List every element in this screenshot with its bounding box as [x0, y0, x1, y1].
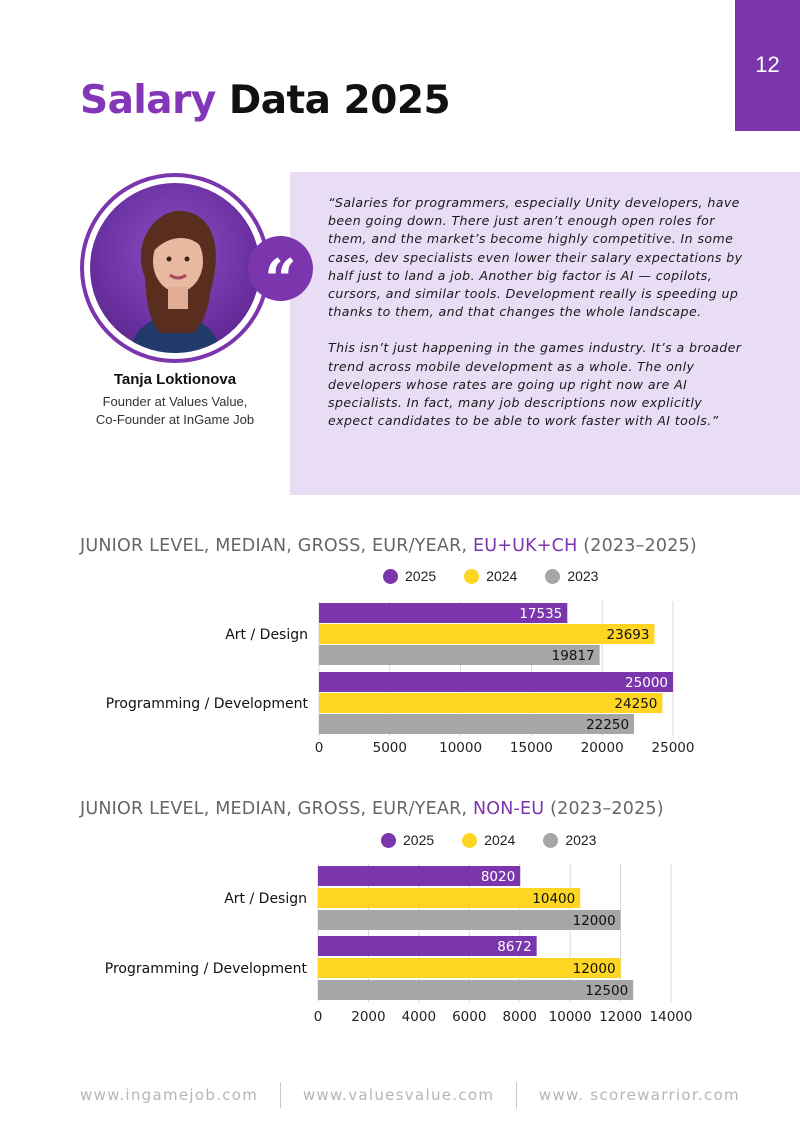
legend-dot-2025: [383, 568, 398, 584]
legend-item-2024: 2024: [464, 568, 517, 584]
x-tick-label: 25000: [652, 740, 695, 756]
legend-label-2025: 2025: [403, 832, 435, 848]
bar-2023: [318, 980, 634, 1000]
chart-1-title-region: EU+UK+CH: [472, 536, 578, 556]
x-tick-label: 15000: [510, 740, 553, 756]
legend-dot-2025: [381, 832, 396, 848]
chart-2-title-suffix: (2023–2025): [544, 799, 664, 819]
legend-dot-2024: [464, 568, 480, 584]
chart-2-title-region: NON-EU: [472, 799, 545, 819]
category-label: Programming / Development: [106, 696, 309, 712]
avatar: [90, 183, 260, 353]
legend-label-2024: 2024: [484, 832, 516, 848]
x-tick-label: 5000: [373, 740, 407, 756]
bar-2023: [318, 910, 621, 930]
legend-dot-2023: [543, 832, 559, 848]
bar-2025: [318, 866, 521, 886]
person-role-line-1: Founder at Values Value,: [102, 394, 248, 409]
x-tick-label: 0: [314, 1009, 323, 1025]
legend-item-2023: 2023: [543, 832, 596, 848]
quote-mark-icon: “: [248, 236, 313, 308]
x-tick-label: 6000: [452, 1009, 486, 1025]
data-label: 8020: [481, 869, 515, 885]
footer-link-valuesvalue[interactable]: www.valuesvalue.com: [302, 1086, 495, 1104]
legend-item-2025: 2025: [381, 832, 434, 848]
data-label: 12500: [585, 983, 628, 999]
quote-paragraph-1: “Salaries for programmers, especially Un…: [328, 195, 743, 320]
person-name: Tanja Loktionova: [113, 371, 237, 388]
footer-link-scorewarrior[interactable]: www. scorewarrior.com: [538, 1086, 740, 1104]
category-label: Art / Design: [225, 627, 308, 643]
x-tick-label: 10000: [549, 1009, 592, 1025]
data-label: 12000: [573, 961, 616, 977]
x-tick-label: 2000: [351, 1009, 385, 1025]
data-label: 25000: [625, 675, 668, 691]
title-accent: Salary: [80, 78, 216, 123]
footer-divider: [280, 1082, 282, 1108]
bar-2024: [318, 888, 581, 908]
data-label: 8672: [497, 939, 531, 955]
chart-2-title: JUNIOR LEVEL, MEDIAN, GROSS, EUR/YEAR, N…: [80, 799, 664, 819]
bar-2024: [318, 958, 621, 978]
data-label: 23693: [607, 627, 650, 643]
x-tick-label: 20000: [581, 740, 624, 756]
footer-divider: [516, 1082, 518, 1108]
title-rest: Data 2025: [215, 78, 451, 123]
bar-2025: [319, 672, 673, 692]
bar-2023: [319, 714, 635, 734]
legend-label-2025: 2025: [405, 568, 437, 584]
category-label: Programming / Development: [105, 961, 308, 977]
data-label: 17535: [519, 606, 562, 622]
quote-paragraph-2: This isn’t just happening in the games i…: [328, 340, 742, 429]
portrait-illustration: [130, 210, 220, 353]
chart-1-title-suffix: (2023–2025): [577, 536, 697, 556]
legend-item-2024: 2024: [462, 832, 515, 848]
data-label: 24250: [614, 696, 657, 712]
bar-2025: [318, 936, 537, 956]
x-tick-label: 12000: [599, 1009, 642, 1025]
legend-dot-2024: [462, 832, 478, 848]
x-tick-label: 4000: [402, 1009, 436, 1025]
page-number: 12: [735, 0, 800, 131]
footer-link-ingamejob[interactable]: www.ingamejob.com: [80, 1086, 259, 1104]
data-label: 22250: [586, 717, 629, 733]
chart-2-legend: 2025 2024 2023: [381, 832, 624, 848]
person-role: Founder at Values Value, Co-Founder at I…: [60, 393, 290, 429]
footer: www.ingamejob.com www.valuesvalue.com ww…: [80, 1082, 740, 1108]
chart-1-title-prefix: JUNIOR LEVEL, MEDIAN, GROSS, EUR/YEAR,: [80, 536, 473, 556]
legend-item-2023: 2023: [545, 568, 598, 584]
avatar-ring: [80, 173, 270, 363]
x-tick-label: 0: [315, 740, 324, 756]
legend-label-2023: 2023: [565, 832, 597, 848]
bar-2023: [319, 645, 600, 665]
data-label: 12000: [573, 913, 616, 929]
bar-2024: [319, 624, 655, 644]
person-role-line-2: Co-Founder at InGame Job: [95, 412, 255, 427]
quote-text: “Salaries for programmers, especially Un…: [328, 194, 748, 448]
x-tick-label: 14000: [650, 1009, 693, 1025]
category-label: Art / Design: [224, 891, 307, 907]
x-tick-label: 10000: [439, 740, 482, 756]
data-label: 19817: [552, 648, 595, 664]
chart-1-legend: 2025 2024 2023: [383, 568, 626, 584]
chart-2-title-prefix: JUNIOR LEVEL, MEDIAN, GROSS, EUR/YEAR,: [80, 799, 473, 819]
legend-dot-2023: [545, 568, 561, 584]
quote-box: [290, 172, 800, 495]
legend-label-2024: 2024: [486, 568, 518, 584]
bar-2024: [319, 693, 663, 713]
data-label: 10400: [532, 891, 575, 907]
legend-item-2025: 2025: [383, 568, 436, 584]
bar-2025: [319, 603, 568, 623]
chart-1-title: JUNIOR LEVEL, MEDIAN, GROSS, EUR/YEAR, E…: [80, 536, 697, 556]
page-title: Salary Data 2025: [80, 78, 451, 123]
legend-label-2023: 2023: [567, 568, 599, 584]
x-tick-label: 8000: [503, 1009, 537, 1025]
